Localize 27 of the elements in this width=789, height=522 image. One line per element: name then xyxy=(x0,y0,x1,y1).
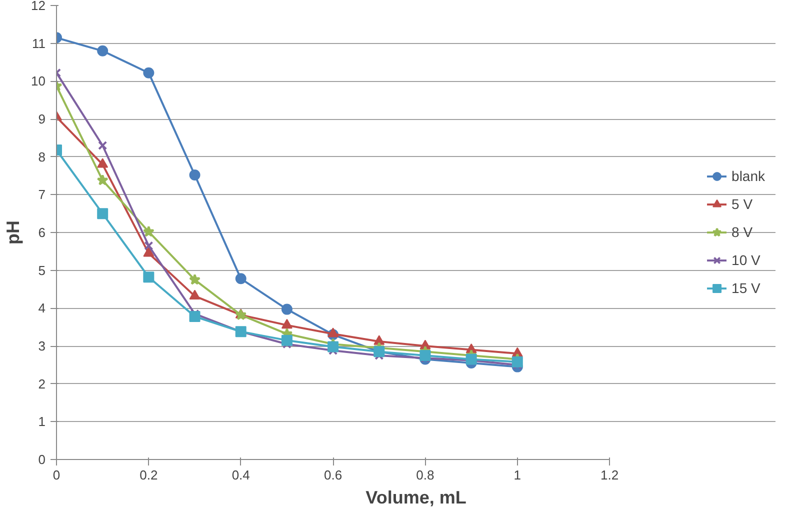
x-tick-label: 0.8 xyxy=(416,468,434,482)
y-tick-label: 9 xyxy=(38,112,46,126)
y-tick-label: 12 xyxy=(31,0,46,13)
legend-label: 10 V xyxy=(732,252,760,268)
x-tick-label: 0.6 xyxy=(324,468,342,482)
y-tick-label: 10 xyxy=(31,74,46,89)
legend-label: 5 V xyxy=(732,196,753,212)
x-axis-title: Volume, mL xyxy=(366,488,466,508)
y-tick-label: 2 xyxy=(38,376,46,392)
y-tick-label: 4 xyxy=(38,300,46,316)
x-tick-label: 0.2 xyxy=(140,468,158,482)
legend-label: 8 V xyxy=(732,224,753,240)
y-axis-title: pH xyxy=(3,220,24,244)
y-tick-label: 3 xyxy=(38,338,46,354)
y-tick-label: 0 xyxy=(38,452,46,467)
y-tick-label: 11 xyxy=(32,36,46,51)
x-tick-label: 1.2 xyxy=(600,468,619,482)
y-tick-label: 5 xyxy=(38,262,46,278)
x-tick-label: 1 xyxy=(514,468,522,482)
y-tick-label: 7 xyxy=(38,187,46,202)
legend-label: 15 V xyxy=(732,280,760,296)
x-tick-label: 0.4 xyxy=(232,468,250,482)
x-tick-label: 0 xyxy=(52,468,60,482)
legend-label: blank xyxy=(732,168,765,184)
y-tick-label: 1 xyxy=(38,414,46,430)
y-tick-label: 8 xyxy=(38,149,46,164)
y-tick-label: 6 xyxy=(38,225,46,240)
